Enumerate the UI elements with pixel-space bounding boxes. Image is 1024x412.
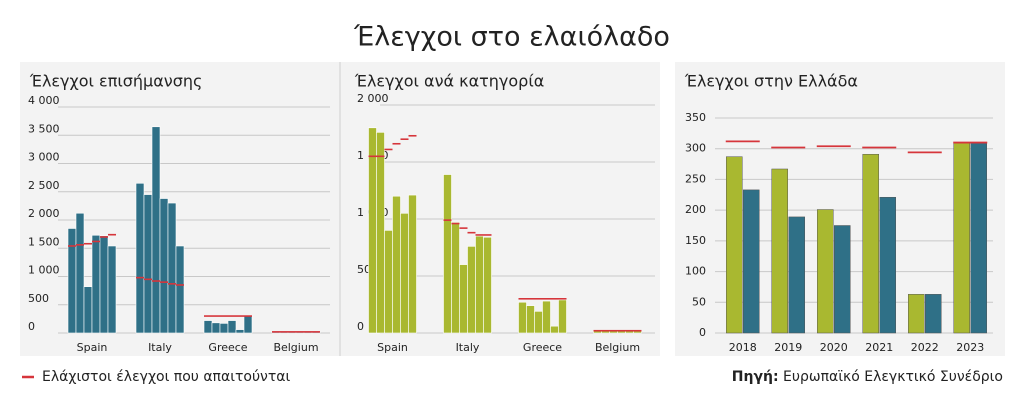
x-tick-label: Italy <box>148 341 172 354</box>
bar <box>771 168 788 334</box>
bar <box>443 174 452 334</box>
bar <box>408 194 417 334</box>
bar <box>243 315 253 334</box>
bar <box>518 301 527 334</box>
bar <box>788 216 805 334</box>
panel-title: Έλεγχοι ανά κατηγορία <box>354 72 544 91</box>
bar <box>91 234 101 334</box>
bar <box>99 235 109 334</box>
main-title: Έλεγχοι στο ελαιόλαδο <box>353 22 670 53</box>
y-tick-label: 100 <box>685 265 706 278</box>
x-tick-label: 2023 <box>956 341 984 354</box>
bar <box>475 235 484 334</box>
y-tick-label: 500 <box>28 292 49 305</box>
bar <box>227 320 237 334</box>
bar <box>167 202 177 334</box>
x-tick-label: 2018 <box>729 341 757 354</box>
bar <box>211 322 221 334</box>
bar <box>175 245 185 334</box>
bar <box>135 182 145 334</box>
bar <box>451 222 460 334</box>
bar <box>235 329 245 334</box>
bar <box>542 300 551 334</box>
y-tick-label: 200 <box>685 203 706 216</box>
bar <box>743 189 760 334</box>
y-tick-label: 0 <box>357 320 364 333</box>
bar <box>67 228 77 334</box>
y-tick-label: 2 500 <box>28 179 60 192</box>
y-tick-label: 150 <box>685 234 706 247</box>
y-tick-label: 2 000 <box>28 207 60 220</box>
bar <box>925 294 942 334</box>
x-tick-label: Italy <box>456 341 480 354</box>
x-tick-label: 2022 <box>911 341 939 354</box>
y-tick-label: 300 <box>685 142 706 155</box>
bar <box>219 323 229 334</box>
y-tick-label: 4 000 <box>28 94 60 107</box>
x-tick-label: Spain <box>77 341 108 354</box>
bar <box>376 132 385 334</box>
y-tick-label: 0 <box>699 326 706 339</box>
x-tick-label: 2019 <box>774 341 802 354</box>
bar <box>862 153 879 334</box>
bar <box>834 225 851 334</box>
y-tick-label: 2 000 <box>357 92 389 105</box>
bar <box>526 305 535 334</box>
bar <box>726 156 743 334</box>
bar <box>817 209 834 334</box>
y-tick-label: 3 500 <box>28 122 60 135</box>
y-tick-label: 1 000 <box>28 264 60 277</box>
x-tick-label: Spain <box>377 341 408 354</box>
y-tick-label: 3 000 <box>28 151 60 164</box>
panel-title: Έλεγχοι επισήμανσης <box>29 72 202 91</box>
y-tick-label: 350 <box>685 111 706 124</box>
panel-title: Έλεγχοι στην Ελλάδα <box>684 72 858 91</box>
x-tick-label: 2021 <box>865 341 893 354</box>
bar <box>83 286 93 334</box>
x-tick-label: Greece <box>523 341 562 354</box>
bar <box>953 142 970 334</box>
legend-label: Ελάχιστοι έλεγχοι που απαιτούνται <box>42 369 291 385</box>
bar <box>879 196 896 334</box>
bar <box>908 294 925 334</box>
x-tick-label: 2020 <box>820 341 848 354</box>
bar <box>467 246 476 334</box>
bar <box>384 230 393 334</box>
x-tick-label: Belgium <box>273 341 318 354</box>
y-tick-label: 250 <box>685 172 706 185</box>
source-label: Πηγή: <box>732 369 779 385</box>
bar <box>970 142 987 334</box>
y-tick-label: 50 <box>692 295 706 308</box>
y-tick-label: 1 500 <box>28 235 60 248</box>
x-tick-label: Greece <box>208 341 247 354</box>
bar <box>392 195 401 334</box>
x-tick-label: Belgium <box>595 341 640 354</box>
bar <box>203 320 213 334</box>
source-text: Ευρωπαϊκό Ελεγκτικό Συνέδριο <box>783 369 1003 385</box>
bar <box>550 325 559 334</box>
bar <box>459 264 468 334</box>
bar <box>534 311 543 334</box>
bar <box>483 236 492 334</box>
bar <box>400 213 409 334</box>
bar <box>558 299 567 334</box>
bar <box>368 127 377 334</box>
source: Πηγή: Ευρωπαϊκό Ελεγκτικό Συνέδριο <box>732 369 1003 385</box>
y-tick-label: 0 <box>28 320 35 333</box>
bar <box>151 126 161 334</box>
bar <box>159 198 169 334</box>
bar <box>107 245 117 334</box>
bar <box>143 194 153 334</box>
bar <box>75 212 85 334</box>
